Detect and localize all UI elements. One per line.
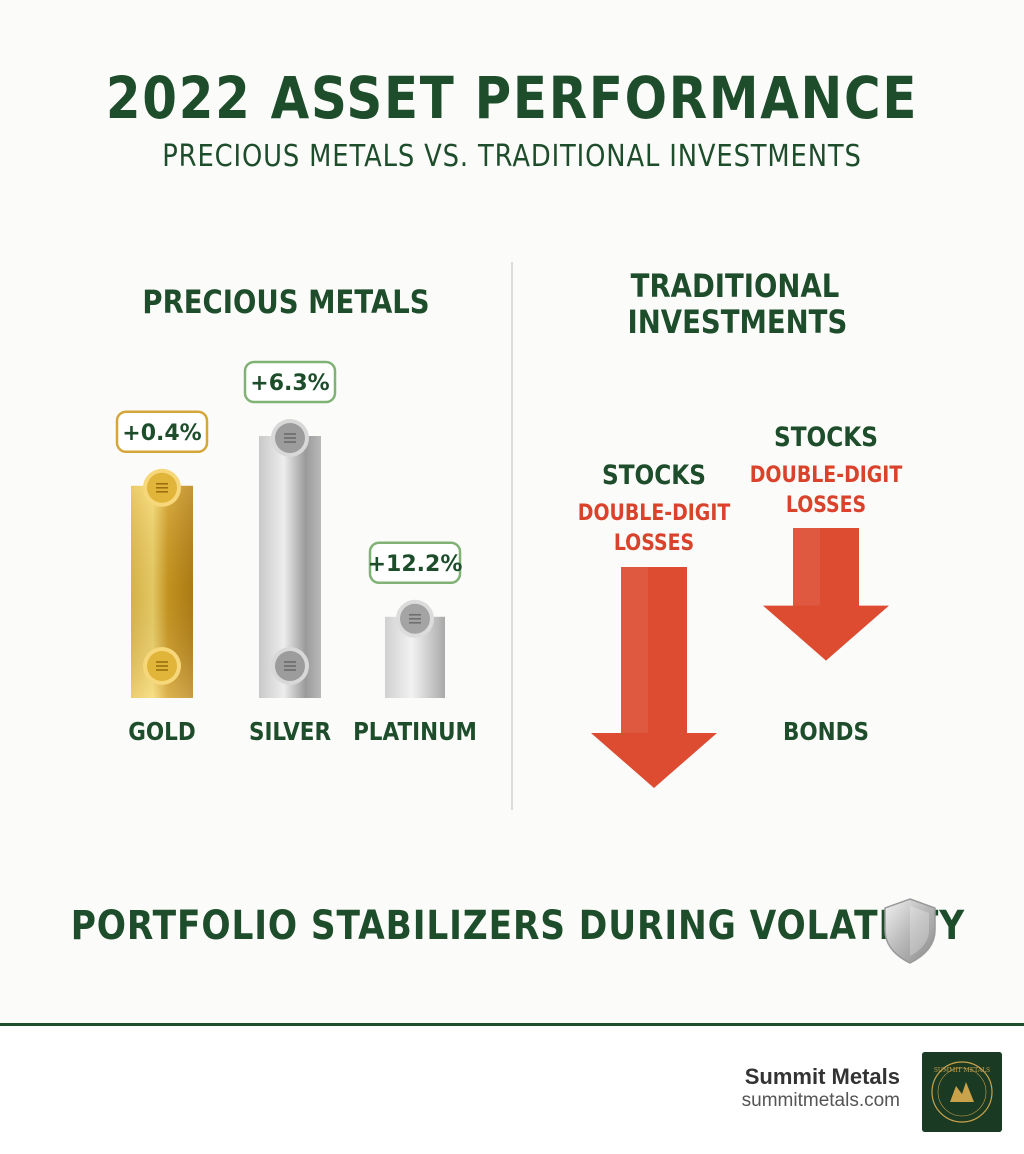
- down-arrow-bonds: [763, 528, 889, 661]
- coin-icon: [396, 599, 434, 638]
- data-label: +6.3%: [250, 371, 329, 396]
- data-label-box: [243, 360, 337, 404]
- footer: [0, 1026, 1024, 1154]
- shield-icon: [884, 898, 936, 964]
- annotation: DOUBLE-DIGIT: [578, 500, 731, 526]
- down-arrow-stocks: [591, 567, 717, 788]
- coin-icon: [271, 419, 309, 457]
- series-label: STOCKS: [602, 459, 706, 490]
- footer-rule: [0, 1023, 1024, 1026]
- brand-logo: SUMMIT METALS: [922, 1052, 1002, 1132]
- brand-name: Summit Metals: [744, 1064, 900, 1089]
- data-label-box: [115, 410, 209, 454]
- category-label: BONDS: [783, 717, 869, 746]
- coin-icon: [143, 468, 181, 507]
- category-label: SILVER: [249, 717, 331, 746]
- coin-icon: [271, 647, 309, 685]
- brand-url[interactable]: summitmetals.com: [741, 1090, 900, 1111]
- annotation: LOSSES: [786, 492, 866, 518]
- annotation: DOUBLE-DIGIT: [750, 462, 903, 488]
- category-label: PLATINUM: [353, 717, 477, 746]
- page-title: 2022 ASSET PERFORMANCE: [105, 64, 919, 132]
- page-subtitle: PRECIOUS METALS VS. TRADITIONAL INVESTME…: [162, 139, 862, 174]
- metals-heading: PRECIOUS METALS: [142, 283, 430, 321]
- data-label: +12.2%: [368, 552, 463, 577]
- coin-icon: [143, 647, 181, 685]
- section-divider: [511, 262, 513, 810]
- metals-chart: +0.4% GOLD +6.3% SILVER +12.2% PLATINUM: [115, 360, 477, 746]
- traditional-heading: TRADITIONAL INVESTMENTS: [627, 267, 848, 341]
- category-label: GOLD: [128, 717, 195, 746]
- series-label: STOCKS: [774, 421, 878, 452]
- traditional-chart: STOCKS DOUBLE-DIGIT LOSSES STOCKS DOUBLE-DIG…: [578, 421, 903, 788]
- annotation: LOSSES: [614, 530, 694, 556]
- tagline: PORTFOLIO STABILIZERS DURING VOLATLITY: [70, 903, 966, 949]
- data-label: +0.4%: [122, 421, 201, 446]
- logo-text: SUMMIT METALS: [934, 1067, 990, 1074]
- data-label-box: [368, 541, 462, 585]
